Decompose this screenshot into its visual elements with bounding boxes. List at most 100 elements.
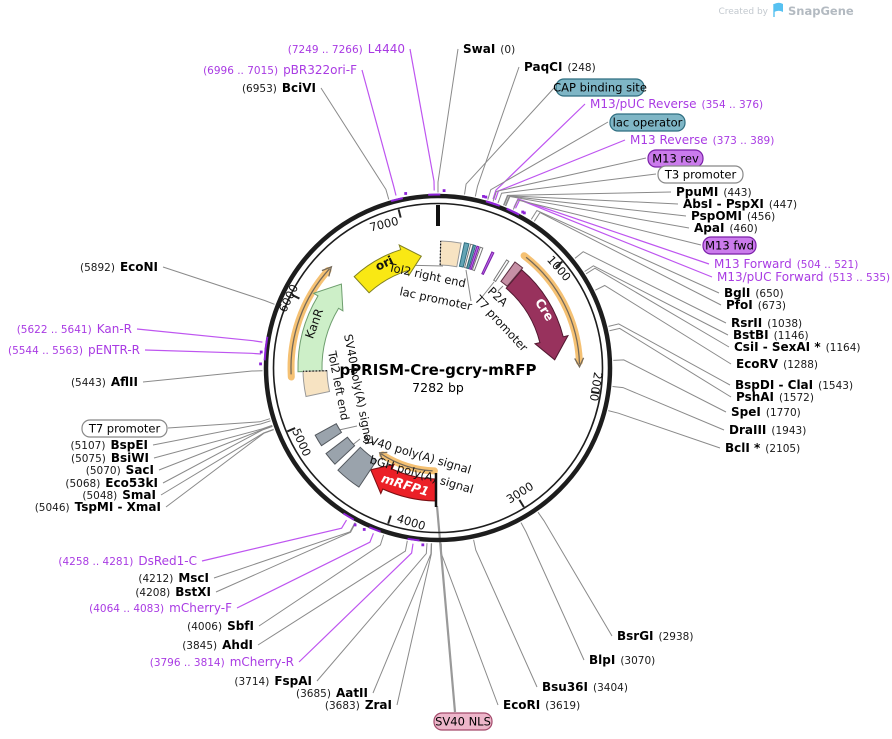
callout-line — [492, 157, 647, 202]
primer-direction-dot — [521, 210, 525, 214]
feature-box-m13-rev[interactable] — [468, 245, 480, 271]
pill-t7-promoter[interactable]: T7 promoter — [81, 419, 168, 438]
feature-arrow-kanr[interactable] — [297, 283, 344, 373]
pill-lac-operator[interactable]: lac operator — [609, 113, 686, 132]
restriction-site-label[interactable]: (3714) FspAI — [234, 674, 312, 688]
restriction-site-label[interactable]: ApaI (460) — [694, 221, 758, 235]
restriction-site-label[interactable]: RsrII (1038) — [731, 316, 802, 330]
callout-line — [165, 429, 274, 508]
site-label-part: PspOMI — [691, 209, 742, 223]
site-label-part: RsrII — [731, 316, 762, 330]
site-label-part: (456) — [747, 211, 775, 223]
pill-m13-rev[interactable]: M13 rev — [647, 149, 704, 168]
restriction-site-label[interactable]: BglI (650) — [724, 286, 784, 300]
site-label-part: SbfI — [227, 619, 254, 633]
site-label-part: BspDI - ClaI — [735, 378, 813, 392]
pill-sv40-nls[interactable]: SV40 NLS — [433, 712, 493, 731]
restriction-site-label[interactable]: AbsI - PspXI (447) — [683, 197, 797, 211]
restriction-site-label[interactable]: CsiI - SexAI * (1164) — [734, 340, 861, 354]
primer-label[interactable]: (6996 .. 7015) pBR322ori-F — [203, 63, 357, 77]
restriction-site-label[interactable]: (3683) ZraI — [325, 698, 392, 712]
restriction-site-label[interactable]: SwaI (0) — [463, 42, 515, 56]
restriction-site-label[interactable]: (5107) BspEI — [71, 438, 148, 452]
pill-cap-binding-site[interactable]: CAP binding site — [553, 78, 647, 97]
feature-box-m13-fwd[interactable] — [481, 251, 495, 276]
feature-arrow-mrfp1[interactable] — [370, 463, 437, 502]
feature-box-bgh-polya[interactable] — [337, 446, 378, 488]
restriction-site-label[interactable]: BspDI - ClaI (1543) — [735, 378, 853, 392]
site-label-part: (3845) — [182, 640, 217, 652]
internal-callout-line — [465, 269, 472, 302]
feature-box-p2a[interactable] — [500, 261, 524, 288]
primer-label[interactable]: (5544 .. 5563) pENTR-R — [8, 343, 140, 357]
feature-box-lac-operator[interactable] — [466, 244, 477, 270]
plasmid-backbone-outer-ring[interactable] — [263, 193, 613, 543]
restriction-site-label[interactable]: PshAI (1572) — [736, 390, 814, 404]
callout-line — [608, 323, 731, 386]
pill-cap-binding-site-text: CAP binding site — [553, 81, 647, 95]
pill-t3-promoter[interactable]: T3 promoter — [657, 165, 744, 184]
callout-line — [257, 540, 408, 646]
restriction-site-label[interactable]: (5068) Eco53kI — [65, 476, 158, 490]
primer-label[interactable]: (4258 .. 4281) DsRed1-C — [58, 554, 197, 568]
site-label-part: (673) — [758, 300, 786, 312]
callout-line — [533, 211, 722, 306]
primer-label[interactable]: (3796 .. 3814) mCherry-R — [150, 655, 294, 669]
feature-arrow-ori[interactable] — [353, 244, 423, 294]
restriction-site-label[interactable]: EcoRV (1288) — [736, 357, 818, 371]
restriction-site-label[interactable]: (6953) BciVI — [242, 81, 316, 95]
restriction-site-label[interactable]: SpeI (1770) — [731, 405, 801, 419]
primer-label-part: (4258 .. 4281) — [58, 556, 133, 568]
primer-direction-dot — [522, 211, 526, 215]
pill-m13-fwd[interactable]: M13 fwd — [702, 236, 757, 255]
restriction-site-label[interactable]: (5892) EcoNI — [80, 260, 158, 274]
callout-line — [504, 195, 687, 217]
primer-label[interactable]: (4064 .. 4083) mCherry-F — [89, 601, 232, 615]
restriction-site-label[interactable]: (4006) SbfI — [187, 619, 254, 633]
restriction-site-label[interactable]: PaqCI (248) — [524, 60, 596, 74]
restriction-site-label[interactable]: (5046) TspMI - XmaI — [35, 500, 161, 514]
restriction-site-label[interactable]: PspOMI (456) — [691, 209, 775, 223]
feature-arrow-cre[interactable] — [505, 269, 569, 361]
callout-line — [595, 284, 732, 365]
primer-label[interactable]: M13/pUC Forward (513 .. 535) — [717, 270, 890, 284]
restriction-site-label[interactable]: Bsu36I (3404) — [542, 680, 628, 694]
restriction-site-label[interactable]: (5075) BsiWI — [71, 451, 149, 465]
restriction-site-label[interactable]: BstBI (1146) — [733, 328, 809, 342]
restriction-site-label[interactable]: EcoRI (3619) — [503, 698, 580, 712]
primer-label[interactable]: (7249 .. 7266) L4440 — [288, 42, 405, 56]
site-label-part: AbsI - PspXI — [683, 197, 764, 211]
restriction-site-label[interactable]: (5048) SmaI — [82, 488, 156, 502]
callout-line — [497, 173, 657, 204]
site-label-part: (447) — [769, 199, 797, 211]
feature-box-t7-promoter-internal[interactable] — [493, 259, 510, 283]
restriction-site-label[interactable]: DraIII (1943) — [729, 423, 806, 437]
primer-label[interactable]: M13 Reverse (373 .. 389) — [630, 133, 774, 147]
restriction-site-label[interactable]: (3845) AhdI — [182, 638, 253, 652]
primer-label[interactable]: (5622 .. 5641) Kan-R — [17, 322, 132, 336]
feature-box-cap-binding-site[interactable] — [458, 242, 470, 268]
restriction-site-label[interactable]: BclI * (2105) — [725, 441, 800, 455]
primer-direction-dot — [484, 195, 488, 199]
restriction-site-label[interactable]: PpuMI (443) — [676, 185, 752, 199]
restriction-site-label[interactable]: (3685) AatII — [296, 686, 368, 700]
restriction-site-label[interactable]: (4212) MscI — [138, 571, 209, 585]
primer-label[interactable]: M13 Forward (504 .. 521) — [714, 257, 858, 271]
restriction-site-label[interactable]: BsrGI (2938) — [617, 629, 693, 643]
primer-label[interactable]: M13/pUC Reverse (354 .. 376) — [590, 97, 763, 111]
restriction-site-label[interactable]: (5070) SacI — [86, 463, 154, 477]
feature-box-sv40-polya-2[interactable] — [325, 436, 356, 465]
site-label-part: PfoI — [726, 298, 753, 312]
restriction-site-label[interactable]: (5443) AflII — [71, 375, 138, 389]
site-label-part: (3404) — [593, 682, 628, 694]
feature-box-tol2-right-end[interactable] — [439, 240, 462, 268]
primer-label-part: (5544 .. 5563) — [8, 345, 83, 357]
feature-box-sv40-polya-1[interactable] — [314, 423, 343, 447]
restriction-site-label[interactable]: BlpI (3070) — [589, 653, 655, 667]
feature-box-t3-promoter[interactable] — [471, 246, 484, 272]
restriction-site-label[interactable]: (4208) BstXI — [135, 585, 211, 599]
features-layer — [287, 240, 585, 507]
primer-label-part: mCherry-F — [169, 601, 232, 615]
restriction-site-label[interactable]: PfoI (673) — [726, 298, 786, 312]
feature-box-tol2-left-end[interactable] — [302, 370, 331, 398]
